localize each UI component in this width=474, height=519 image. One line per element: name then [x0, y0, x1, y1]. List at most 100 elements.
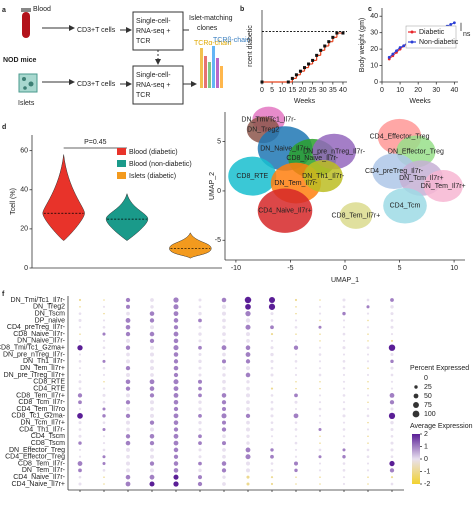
- dot: [295, 306, 297, 308]
- colorbar-label: -2: [424, 481, 430, 488]
- dot: [270, 454, 274, 459]
- dot: [270, 407, 274, 411]
- dot: [390, 332, 394, 336]
- dot: [198, 339, 202, 343]
- colorbar-label: -1: [424, 468, 430, 475]
- dot: [318, 462, 322, 465]
- dot: [149, 331, 155, 337]
- dot: [150, 373, 154, 377]
- cluster: [339, 202, 373, 229]
- cluster-label: CD4_preTreg_Il7r-: [365, 168, 424, 175]
- dot: [149, 325, 155, 330]
- point: [387, 55, 391, 59]
- cluster-label: DN_Tmi/Tc1_Il7r-: [241, 117, 296, 124]
- dot: [78, 421, 82, 425]
- dot: [125, 434, 131, 439]
- row-label: CD8_Naive_Il7r-: [13, 331, 65, 338]
- dot: [367, 421, 369, 424]
- dot: [149, 454, 155, 459]
- dot: [366, 414, 370, 418]
- x-tick-label: 10: [396, 87, 404, 94]
- dot: [294, 407, 298, 411]
- dot: [198, 305, 202, 309]
- colorbar-label: 2: [424, 431, 428, 438]
- point: [402, 44, 406, 48]
- dot: [78, 312, 82, 315]
- bar-icon: [204, 56, 207, 88]
- dot: [149, 379, 155, 385]
- dot: [149, 366, 155, 371]
- x-tick-label: 10: [278, 87, 286, 94]
- panel-label: b: [240, 6, 244, 13]
- dot: [221, 400, 227, 405]
- dot: [150, 305, 154, 309]
- dot: [102, 462, 106, 466]
- clone-bars: [200, 46, 223, 88]
- dot: [77, 413, 83, 419]
- dot: [79, 306, 81, 308]
- dot: [342, 319, 346, 322]
- dot: [102, 407, 106, 411]
- dot: [295, 381, 297, 383]
- dot: [245, 413, 251, 419]
- dot: [270, 442, 274, 445]
- dot: [79, 333, 81, 335]
- dot: [198, 441, 202, 445]
- seq-text: TCR: [136, 38, 150, 45]
- seq-text: Single-cell-: [136, 72, 171, 79]
- dot: [342, 298, 346, 302]
- dot: [150, 298, 154, 302]
- row-label: CD4_Naive_Il7r+: [12, 481, 66, 488]
- point: [341, 31, 345, 35]
- point: [286, 80, 290, 84]
- size-key-label: 100: [424, 411, 436, 418]
- dot: [221, 359, 227, 364]
- dot: [78, 339, 82, 342]
- chain-label: TCRβ-chain: [213, 37, 251, 44]
- dot: [245, 324, 251, 330]
- dot: [245, 332, 251, 337]
- dot: [102, 469, 106, 472]
- dot: [198, 461, 202, 466]
- dot: [390, 387, 394, 390]
- dot: [270, 394, 274, 397]
- x-tick-label: 40: [450, 87, 458, 94]
- dot: [367, 319, 369, 322]
- point: [315, 53, 319, 57]
- dot: [125, 440, 131, 446]
- dot: [318, 367, 322, 370]
- dot: [270, 482, 274, 486]
- legend-label: Non-diabetic: [419, 39, 459, 46]
- dot: [389, 393, 395, 398]
- cluster-label: DN_pre_nTreg_Il7r-: [303, 148, 366, 155]
- dot: [270, 387, 274, 390]
- dot: [150, 407, 154, 411]
- panel-label: d: [2, 124, 6, 131]
- dot: [295, 333, 297, 335]
- x-tick-label: 30: [319, 87, 327, 94]
- dot: [390, 352, 394, 357]
- seq-text: TCR: [136, 92, 150, 99]
- dot: [318, 455, 322, 459]
- dot: [270, 312, 274, 316]
- cluster-label: DN_Tcm_Il7r+: [399, 175, 444, 182]
- dot: [222, 325, 226, 329]
- x-axis-title: Weeks: [294, 98, 316, 105]
- dot: [366, 448, 370, 452]
- dot: [102, 448, 106, 452]
- dot: [78, 400, 82, 405]
- cluster-label: CD4_Naive_Il7r+: [258, 208, 312, 215]
- dot: [222, 482, 226, 486]
- dot: [245, 345, 251, 350]
- dot: [173, 481, 179, 487]
- dot: [197, 379, 203, 384]
- dot: [103, 476, 105, 478]
- dot: [294, 468, 298, 473]
- row-label: DN_Tcm_Il7r+: [20, 420, 65, 427]
- y-tick-label: 20: [20, 226, 28, 233]
- x-axis-title: UMAP_1: [331, 277, 359, 284]
- cluster: [257, 188, 313, 233]
- dot: [245, 366, 251, 371]
- size-key: [412, 410, 420, 418]
